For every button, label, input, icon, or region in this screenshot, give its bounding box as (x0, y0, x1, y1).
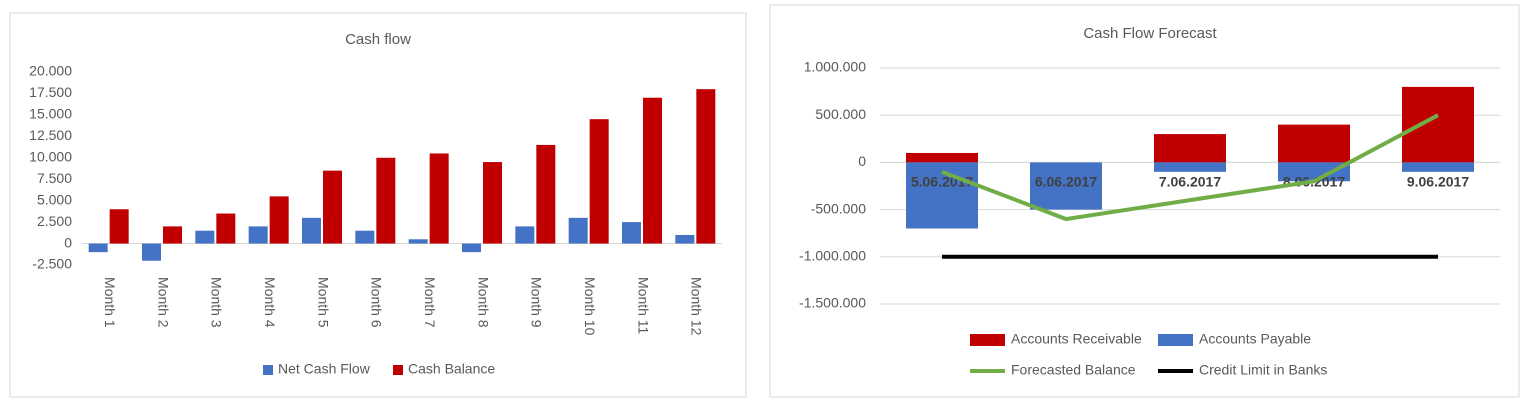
y-tick-label: -2.500 (32, 256, 72, 272)
legend-label: Accounts Receivable (1011, 331, 1142, 347)
x-tick-label: Month 7 (422, 277, 438, 328)
x-tick-label: Month 4 (262, 277, 278, 328)
bar (429, 153, 449, 244)
y-tick-label: 10.000 (29, 148, 72, 164)
bar (269, 196, 289, 244)
bar (163, 226, 182, 244)
legend-label: Forecasted Balance (1011, 362, 1136, 378)
bar (1030, 162, 1102, 210)
x-tick-label: Month 12 (689, 277, 705, 336)
legend-swatch (393, 365, 403, 375)
bar (462, 243, 481, 253)
chart-title: Cash Flow Forecast (1083, 25, 1217, 42)
bar (568, 217, 588, 244)
x-tick-label: 7.06.2017 (1159, 174, 1221, 190)
line-series (941, 113, 1439, 222)
bar (622, 222, 641, 244)
bar (302, 217, 321, 244)
x-tick-label: 9.06.2017 (1407, 174, 1469, 190)
y-tick-label: 500.000 (815, 106, 866, 122)
legend-label: Credit Limit in Banks (1199, 362, 1327, 378)
bar (1154, 134, 1226, 163)
chart-title: Cash flow (345, 31, 411, 48)
legend-label: Accounts Payable (1199, 331, 1311, 347)
legend-label: Net Cash Flow (278, 361, 371, 377)
bar (1278, 162, 1350, 182)
bar (643, 97, 662, 244)
y-tick-label: 15.000 (29, 106, 72, 122)
legend-swatch (970, 334, 1005, 346)
y-tick-label: -500.000 (811, 200, 866, 216)
x-tick-label: 6.06.2017 (1035, 174, 1097, 190)
bar (355, 230, 375, 244)
bar (1278, 124, 1350, 163)
y-tick-label: 12.500 (29, 127, 72, 143)
bar (536, 144, 556, 244)
legend-swatch (263, 365, 273, 375)
bar (515, 226, 535, 244)
bar (483, 162, 502, 244)
y-tick-label: 1.000.000 (804, 59, 866, 75)
bar (1154, 162, 1226, 172)
y-tick-label: 17.500 (29, 84, 72, 100)
x-tick-label: Month 6 (369, 277, 385, 328)
bar (109, 209, 129, 244)
bar (696, 89, 716, 244)
x-tick-label: Month 10 (582, 277, 598, 336)
x-tick-label: Month 1 (102, 277, 118, 328)
bar (1402, 162, 1474, 172)
x-tick-label: Month 2 (155, 277, 171, 328)
x-tick-label: Month 3 (209, 277, 225, 328)
x-tick-label: Month 8 (475, 277, 491, 328)
y-tick-label: 7.500 (37, 170, 72, 186)
y-tick-label: 0 (858, 153, 866, 169)
bar (906, 152, 978, 163)
y-tick-label: -1.000.000 (799, 248, 866, 264)
x-tick-label: Month 5 (315, 277, 331, 328)
x-tick-label: Month 11 (635, 277, 651, 335)
bar (142, 243, 161, 261)
bar (216, 213, 236, 244)
bar (195, 230, 215, 244)
bar (589, 119, 609, 244)
x-tick-label: Month 9 (529, 277, 545, 328)
y-tick-label: -1.500.000 (799, 295, 866, 311)
bar (88, 243, 108, 253)
legend-label: Cash Balance (408, 361, 495, 377)
bar (408, 239, 428, 244)
bar (376, 157, 396, 244)
y-tick-label: 20.000 (29, 63, 72, 79)
y-tick-label: 0 (64, 234, 72, 250)
y-tick-label: 2.500 (37, 213, 72, 229)
bar (323, 170, 342, 244)
legend-swatch (1158, 334, 1193, 346)
bar (248, 226, 268, 244)
y-tick-label: 5.000 (37, 191, 72, 207)
bar (1402, 86, 1474, 163)
bar (675, 234, 695, 244)
chart-panel (769, 4, 1520, 398)
